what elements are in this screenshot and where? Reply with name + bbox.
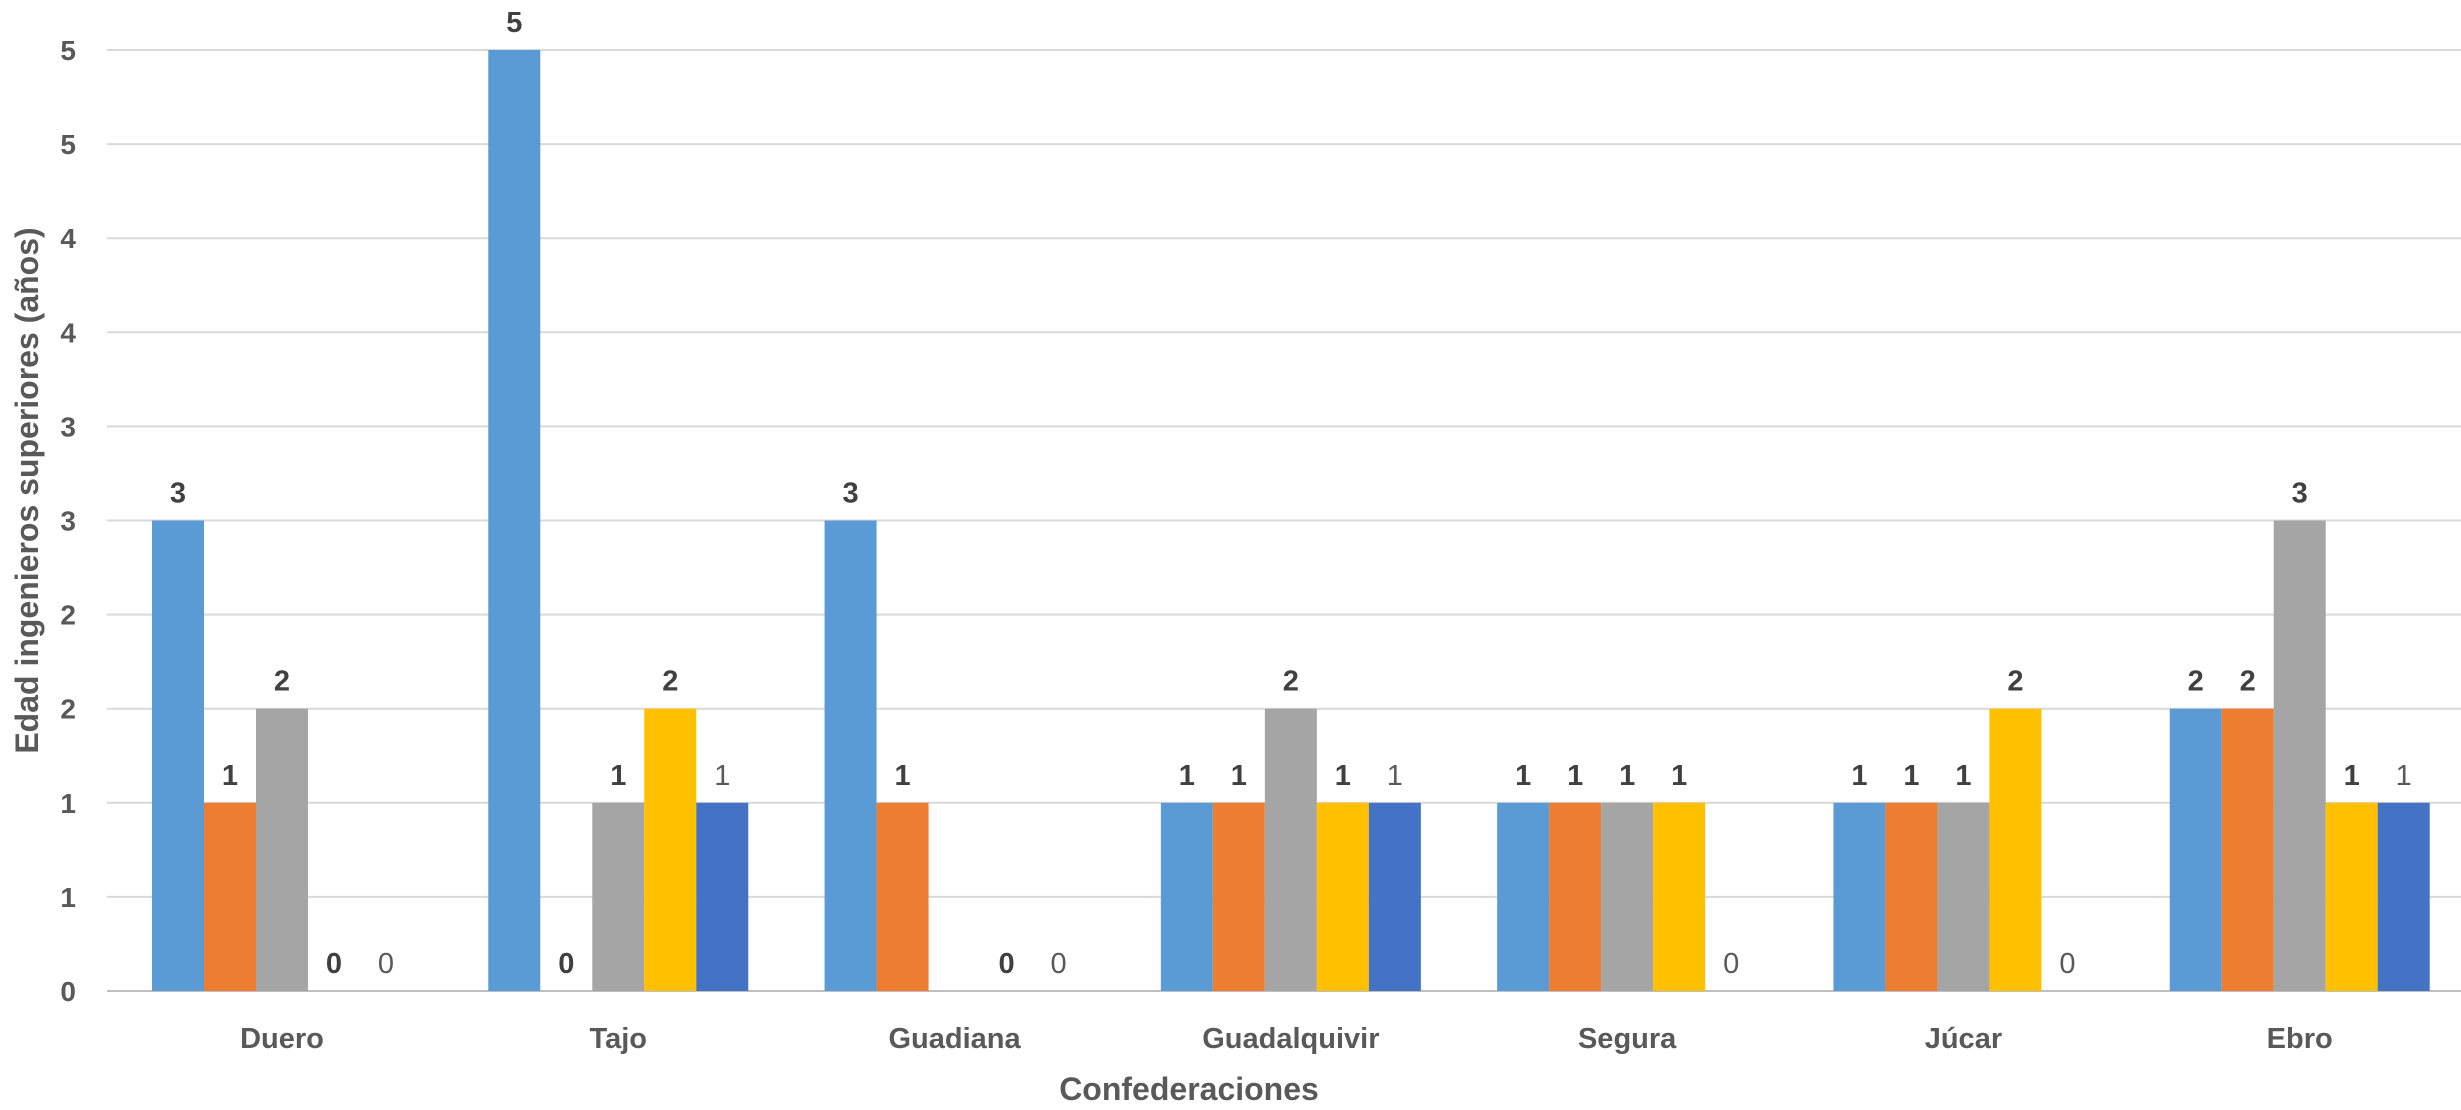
data-label: 1 bbox=[1851, 760, 1867, 792]
bar bbox=[204, 802, 256, 991]
y-tick-label: 2 bbox=[60, 694, 76, 725]
bar bbox=[1316, 802, 1369, 991]
data-label: 0 bbox=[2059, 948, 2075, 980]
data-label: 1 bbox=[714, 760, 730, 792]
y-tick-label: 3 bbox=[60, 506, 76, 537]
bar bbox=[1937, 802, 1990, 991]
bar bbox=[1368, 802, 1421, 991]
x-category-label: Duero bbox=[240, 1023, 324, 1055]
bar bbox=[1885, 802, 1938, 991]
data-labels: 3 1 2 0 0 5 0 1 2 1 3 1 0 0 1 1 2 1 1 1 1 1 1 0 1 1 1 2 0 2 2 3 1 1 bbox=[170, 7, 2412, 980]
x-category-label: Segura bbox=[1578, 1023, 1677, 1055]
data-label: 1 bbox=[1515, 760, 1531, 792]
data-label: 2 bbox=[2188, 666, 2204, 698]
y-tick-label: 1 bbox=[60, 882, 76, 913]
data-label: 1 bbox=[1567, 760, 1583, 792]
y-axis-title: Edad ingenieros superiores (años) bbox=[9, 227, 45, 753]
data-label: 1 bbox=[610, 760, 626, 792]
data-label: 1 bbox=[1671, 760, 1687, 792]
bar bbox=[2273, 520, 2326, 991]
y-axis-ticks: 0 1 1 2 2 3 3 4 4 5 5 bbox=[60, 35, 76, 1007]
bar bbox=[1549, 802, 1602, 991]
data-label: 2 bbox=[2007, 666, 2023, 698]
data-label: 1 bbox=[2396, 760, 2412, 792]
x-category-label: Júcar bbox=[1925, 1023, 2002, 1055]
bar bbox=[2325, 802, 2378, 991]
y-tick-label: 5 bbox=[60, 129, 76, 160]
data-label: 2 bbox=[274, 666, 290, 698]
bar bbox=[876, 802, 929, 991]
data-label: 1 bbox=[1903, 760, 1919, 792]
data-label: 1 bbox=[1231, 760, 1247, 792]
x-category-label: Guadalquivir bbox=[1202, 1023, 1379, 1055]
data-label: 1 bbox=[895, 760, 911, 792]
data-label: 5 bbox=[506, 7, 522, 39]
data-label: 0 bbox=[326, 948, 342, 980]
data-label: 0 bbox=[378, 948, 394, 980]
x-category-label: Guadiana bbox=[888, 1023, 1021, 1055]
data-label: 0 bbox=[558, 948, 574, 980]
bar bbox=[824, 520, 877, 991]
bars bbox=[152, 50, 2430, 991]
x-category-label: Ebro bbox=[2267, 1023, 2333, 1055]
data-label: 0 bbox=[1051, 948, 1067, 980]
data-label: 1 bbox=[222, 760, 238, 792]
data-label: 1 bbox=[2344, 760, 2360, 792]
y-tick-label: 3 bbox=[60, 411, 76, 442]
data-label: 1 bbox=[1619, 760, 1635, 792]
y-tick-label: 0 bbox=[60, 976, 76, 1007]
bar bbox=[2221, 708, 2274, 991]
bar bbox=[1160, 802, 1213, 991]
x-axis-title: Confederaciones bbox=[1059, 1071, 1319, 1107]
bar bbox=[2169, 708, 2222, 991]
y-tick-label: 4 bbox=[60, 223, 76, 254]
x-category-label: Tajo bbox=[590, 1023, 647, 1055]
bar bbox=[1212, 802, 1265, 991]
data-label: 1 bbox=[1335, 760, 1351, 792]
bar bbox=[1989, 708, 2042, 991]
y-tick-label: 2 bbox=[60, 600, 76, 631]
data-label: 0 bbox=[1723, 948, 1739, 980]
data-label: 1 bbox=[1955, 760, 1971, 792]
data-label: 0 bbox=[999, 948, 1015, 980]
bar bbox=[256, 708, 308, 991]
bar bbox=[1497, 802, 1550, 991]
data-label: 3 bbox=[843, 478, 859, 510]
bar bbox=[152, 520, 204, 991]
bar bbox=[1833, 802, 1886, 991]
y-tick-label: 5 bbox=[60, 35, 76, 66]
y-tick-label: 1 bbox=[60, 788, 76, 819]
bar bbox=[696, 802, 749, 991]
bar bbox=[592, 802, 645, 991]
x-axis-categories: Duero Tajo Guadiana Guadalquivir Segura Júcar… bbox=[240, 1023, 2333, 1055]
data-label: 2 bbox=[2240, 666, 2256, 698]
data-label: 1 bbox=[1179, 760, 1195, 792]
bar bbox=[1601, 802, 1654, 991]
bar bbox=[644, 708, 697, 991]
bar bbox=[2377, 802, 2430, 991]
y-tick-label: 4 bbox=[60, 317, 76, 348]
data-label: 1 bbox=[1387, 760, 1403, 792]
data-label: 2 bbox=[662, 666, 678, 698]
data-label: 2 bbox=[1283, 666, 1299, 698]
bar bbox=[1264, 708, 1317, 991]
bar bbox=[1653, 802, 1706, 991]
bar bbox=[488, 50, 541, 991]
data-label: 3 bbox=[2292, 478, 2308, 510]
data-label: 3 bbox=[170, 478, 186, 510]
